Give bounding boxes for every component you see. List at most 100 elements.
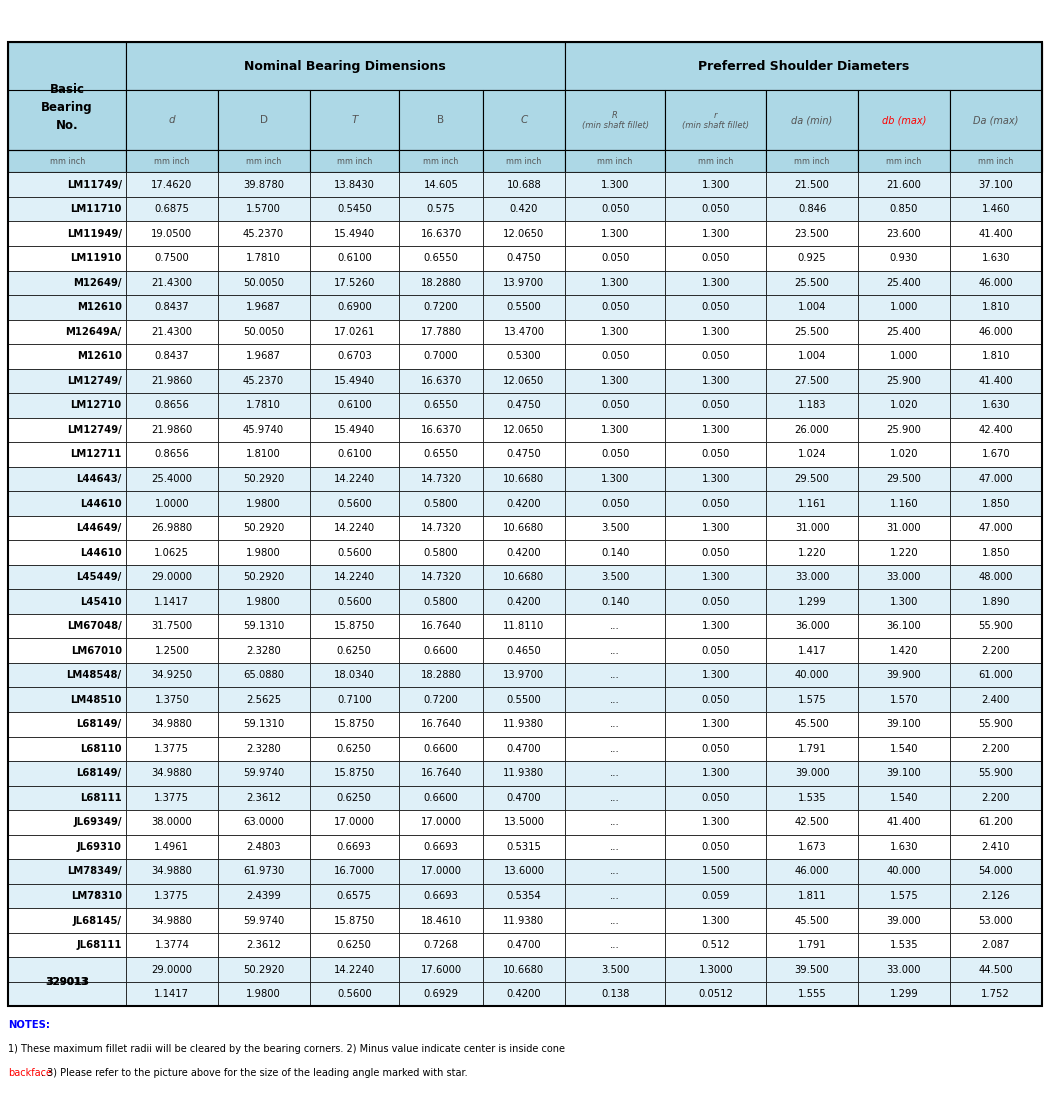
Text: 2.3280: 2.3280 [247,744,281,754]
FancyBboxPatch shape [217,319,310,344]
FancyBboxPatch shape [766,589,858,614]
Text: 0.6550: 0.6550 [423,254,459,264]
FancyBboxPatch shape [217,761,310,785]
FancyBboxPatch shape [858,516,950,540]
FancyBboxPatch shape [766,150,858,172]
FancyBboxPatch shape [858,565,950,589]
FancyBboxPatch shape [950,540,1042,565]
Text: R
(min shaft fillet): R (min shaft fillet) [582,111,649,130]
Text: ...: ... [610,793,620,803]
FancyBboxPatch shape [399,319,483,344]
Text: 1.1417: 1.1417 [154,597,189,607]
Text: 25.500: 25.500 [795,278,830,288]
Text: 2.200: 2.200 [982,744,1010,754]
FancyBboxPatch shape [565,884,666,909]
Text: 0.925: 0.925 [798,254,826,264]
Text: 16.7640: 16.7640 [420,719,462,729]
FancyBboxPatch shape [483,467,565,492]
FancyBboxPatch shape [126,811,217,835]
Text: 1.160: 1.160 [889,498,919,508]
FancyBboxPatch shape [8,663,126,687]
Text: 2.410: 2.410 [982,842,1010,852]
Text: 17.0000: 17.0000 [421,817,462,827]
FancyBboxPatch shape [310,443,399,467]
Text: 0.5800: 0.5800 [424,498,459,508]
Text: 0.5500: 0.5500 [506,695,541,705]
Text: 45.2370: 45.2370 [243,376,285,386]
FancyBboxPatch shape [8,418,126,443]
Text: M12610: M12610 [77,302,122,312]
Text: 1.300: 1.300 [601,474,629,484]
FancyBboxPatch shape [766,909,858,933]
Text: 0.050: 0.050 [701,254,730,264]
Text: 1.417: 1.417 [798,646,826,656]
FancyBboxPatch shape [483,418,565,443]
Text: 329013: 329013 [46,976,88,986]
Text: mm inch: mm inch [795,157,830,166]
Text: 1.850: 1.850 [982,547,1010,557]
Text: 0.5800: 0.5800 [424,597,459,607]
FancyBboxPatch shape [217,909,310,933]
Text: JL69349/: JL69349/ [74,817,122,827]
Text: 45.9740: 45.9740 [243,425,285,435]
FancyBboxPatch shape [310,663,399,687]
FancyBboxPatch shape [858,172,950,197]
Text: 0.6100: 0.6100 [337,254,372,264]
FancyBboxPatch shape [666,319,766,344]
FancyBboxPatch shape [766,197,858,221]
FancyBboxPatch shape [483,394,565,418]
Text: L44610: L44610 [80,547,122,557]
FancyBboxPatch shape [310,860,399,884]
Text: 1.3750: 1.3750 [154,695,189,705]
Text: Basic
Bearing
No.: Basic Bearing No. [41,82,93,132]
FancyBboxPatch shape [399,295,483,319]
Text: 46.000: 46.000 [979,278,1013,288]
Text: 31.7500: 31.7500 [151,622,192,632]
Text: 0.140: 0.140 [601,597,629,607]
FancyBboxPatch shape [565,540,666,565]
Text: 15.8750: 15.8750 [334,915,375,925]
Text: 34.9880: 34.9880 [151,915,192,925]
Text: 17.6000: 17.6000 [420,964,462,974]
Text: d: d [168,116,175,126]
FancyBboxPatch shape [126,492,217,516]
Text: 13.8430: 13.8430 [334,180,375,190]
FancyBboxPatch shape [666,957,766,982]
FancyBboxPatch shape [310,150,399,172]
FancyBboxPatch shape [766,516,858,540]
FancyBboxPatch shape [858,663,950,687]
Text: 1.630: 1.630 [982,400,1010,410]
FancyBboxPatch shape [310,811,399,835]
FancyBboxPatch shape [399,418,483,443]
Text: 33.000: 33.000 [795,572,830,582]
Text: 26.9880: 26.9880 [151,523,192,533]
Text: 48.000: 48.000 [979,572,1013,582]
Text: 1.300: 1.300 [701,671,730,681]
FancyBboxPatch shape [217,197,310,221]
FancyBboxPatch shape [483,785,565,811]
Text: 36.000: 36.000 [795,622,830,632]
Text: 14.7320: 14.7320 [420,474,462,484]
Text: 1.161: 1.161 [798,498,826,508]
Text: 55.900: 55.900 [979,719,1013,729]
Text: 59.1310: 59.1310 [243,719,285,729]
Text: LM11710: LM11710 [70,205,122,215]
Text: T: T [351,116,357,126]
FancyBboxPatch shape [399,492,483,516]
Text: 1.300: 1.300 [701,622,730,632]
FancyBboxPatch shape [565,344,666,369]
Text: 1.020: 1.020 [889,400,918,410]
Text: 50.2920: 50.2920 [243,474,285,484]
FancyBboxPatch shape [565,492,666,516]
FancyBboxPatch shape [126,172,217,197]
Text: da (min): da (min) [792,116,833,126]
FancyBboxPatch shape [310,638,399,663]
Text: 55.900: 55.900 [979,622,1013,632]
FancyBboxPatch shape [310,394,399,418]
FancyBboxPatch shape [399,516,483,540]
FancyBboxPatch shape [950,443,1042,467]
FancyBboxPatch shape [858,319,950,344]
Text: 1.300: 1.300 [701,523,730,533]
FancyBboxPatch shape [8,172,126,197]
Text: L44610: L44610 [80,498,122,508]
